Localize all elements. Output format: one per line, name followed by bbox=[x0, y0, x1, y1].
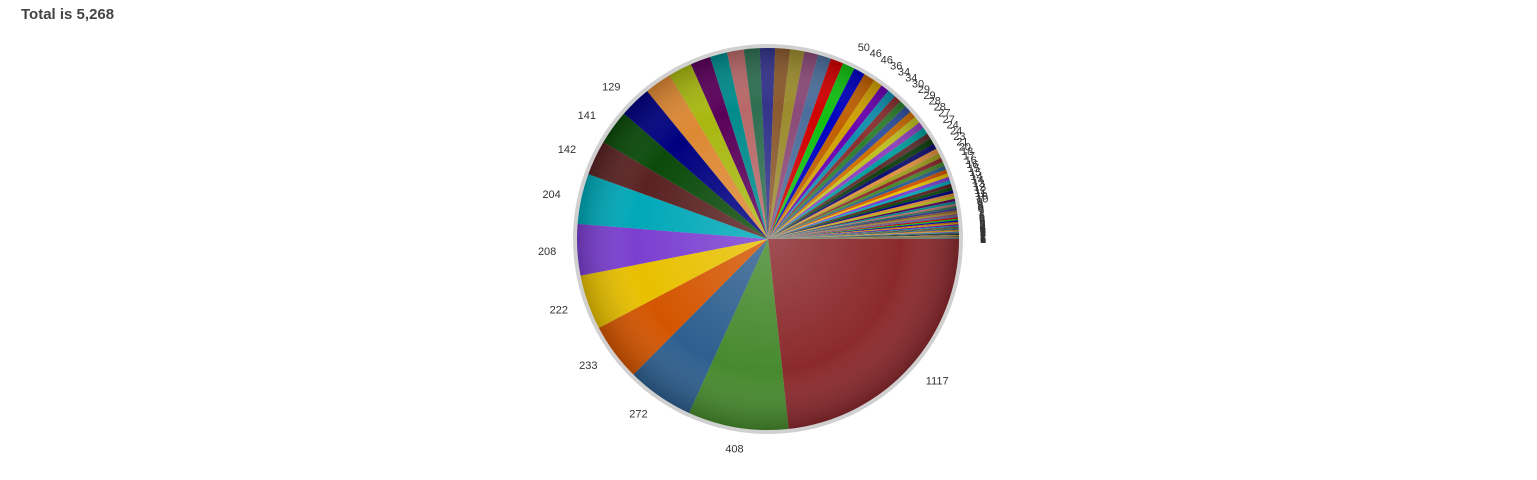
slice-label: 27 bbox=[943, 114, 955, 126]
slice-label: 1 bbox=[980, 233, 986, 245]
slice-label: 14 bbox=[972, 175, 984, 187]
slice-label: 1117 bbox=[926, 376, 949, 388]
slice-label: 24 bbox=[950, 125, 962, 137]
slice-label: 28 bbox=[929, 96, 941, 108]
pie-slice bbox=[768, 239, 959, 429]
slice-label: 16 bbox=[966, 159, 978, 171]
slice-label: 4 bbox=[980, 221, 986, 233]
slice-label: 233 bbox=[579, 360, 597, 372]
slice-label: 3 bbox=[980, 229, 986, 241]
slice-label: 2 bbox=[980, 230, 986, 242]
slice-label: 6 bbox=[979, 212, 985, 224]
slice-label: 28 bbox=[934, 102, 946, 114]
slice-label: 15 bbox=[968, 163, 980, 175]
slice-label: 2 bbox=[980, 231, 986, 243]
slice-label: 50 bbox=[858, 42, 870, 54]
slice-label: 6 bbox=[979, 214, 985, 226]
slice-label: 27 bbox=[938, 108, 950, 120]
slice-label: 222 bbox=[550, 304, 568, 316]
slice-label: 3 bbox=[980, 225, 986, 237]
slice-label: 10 bbox=[976, 191, 988, 203]
slice-label: 30 bbox=[912, 78, 924, 90]
slice-label: 4 bbox=[980, 222, 986, 234]
slice-label: 20 bbox=[959, 142, 971, 154]
slice-label: 204 bbox=[542, 189, 560, 201]
slice-label: 15 bbox=[969, 167, 981, 179]
slice-label: 9 bbox=[977, 199, 983, 211]
slice-label: 272 bbox=[629, 409, 647, 421]
slice-label: 7 bbox=[979, 209, 985, 221]
slice-label: 29 bbox=[923, 90, 935, 102]
slice-label: 5 bbox=[979, 216, 985, 228]
slice-label: 12 bbox=[973, 182, 985, 194]
slice-label: 34 bbox=[905, 72, 917, 84]
slice-label: 3 bbox=[980, 228, 986, 240]
slice-label: 8 bbox=[978, 203, 984, 215]
slice-label: 29 bbox=[918, 84, 930, 96]
slice-label: 46 bbox=[870, 48, 882, 60]
slice-label: 21 bbox=[956, 136, 968, 148]
slice-label: 24 bbox=[947, 120, 959, 132]
slice-label: 1 bbox=[980, 233, 986, 245]
slice-label: 5 bbox=[979, 217, 985, 229]
slice-label: 9 bbox=[977, 196, 983, 208]
slice-label: 6 bbox=[979, 211, 985, 223]
slice-label: 3 bbox=[980, 227, 986, 239]
slice-label: 46 bbox=[881, 54, 893, 66]
slice-label: 18 bbox=[961, 146, 973, 158]
slice-label: 36 bbox=[890, 61, 902, 73]
slice-label: 208 bbox=[538, 246, 556, 258]
chart-title: Total is 5,268 bbox=[21, 6, 115, 23]
slice-label: 4 bbox=[980, 223, 986, 235]
slice-label: 129 bbox=[602, 82, 620, 94]
slice-label: 7 bbox=[978, 207, 984, 219]
slice-label: 34 bbox=[898, 67, 910, 79]
slice-label: 5 bbox=[979, 218, 985, 230]
slice-label: 8 bbox=[977, 201, 983, 213]
slice-label: 10 bbox=[976, 193, 988, 205]
slice-label: 16 bbox=[965, 155, 977, 167]
pie-slices bbox=[577, 48, 960, 430]
slice-label: 1 bbox=[980, 233, 986, 245]
slice-label: 11 bbox=[975, 188, 986, 200]
slice-label: 142 bbox=[558, 144, 576, 156]
slice-label: 7 bbox=[978, 205, 984, 217]
slice-label: 12 bbox=[974, 185, 986, 197]
slice-label: 2 bbox=[980, 232, 986, 244]
slice-label: 23 bbox=[953, 131, 965, 143]
slice-label: 4 bbox=[980, 224, 986, 236]
slice-label: 141 bbox=[578, 110, 596, 122]
slice-label: 5 bbox=[980, 220, 986, 232]
slice-label: 2 bbox=[980, 230, 986, 242]
slice-label: 1 bbox=[980, 234, 986, 246]
slice-label: 408 bbox=[725, 443, 743, 455]
slice-label: 3 bbox=[980, 226, 986, 238]
slice-label: 1 bbox=[980, 234, 986, 246]
slice-label: 17 bbox=[963, 151, 975, 163]
slice-label: 1 bbox=[980, 233, 986, 245]
slice-label: 2 bbox=[980, 229, 986, 241]
slice-label: 13 bbox=[973, 178, 985, 190]
slice-label: 14 bbox=[970, 171, 982, 183]
slice-label: 2 bbox=[980, 232, 986, 244]
